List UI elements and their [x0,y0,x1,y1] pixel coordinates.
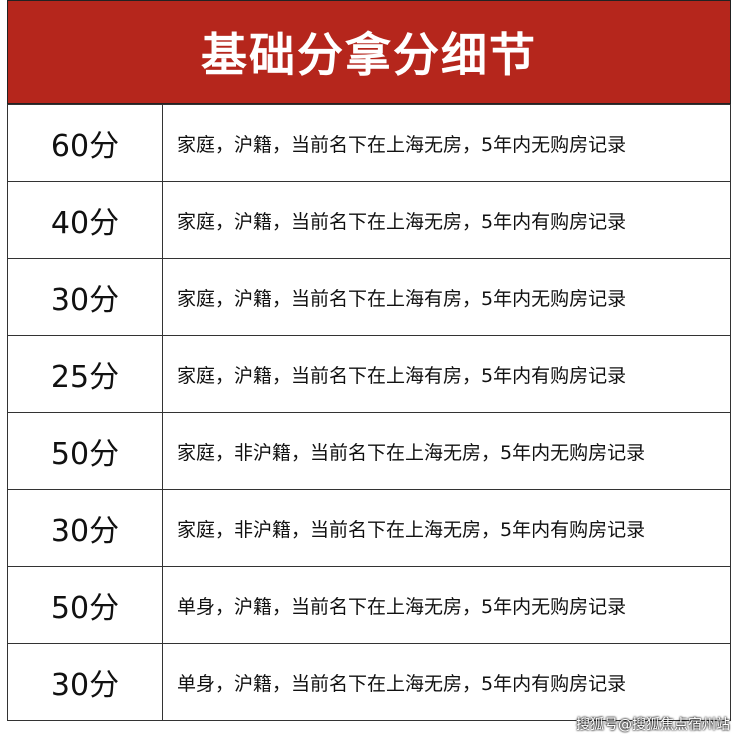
table-row: 50分 单身，沪籍，当前名下在上海无房，5年内无购房记录 [7,566,731,644]
score-cell: 30分 [7,643,163,721]
condition-cell: 家庭，沪籍，当前名下在上海无房，5年内有购房记录 [162,181,731,259]
title: 基础分拿分细节 [7,0,731,104]
table-row: 30分 家庭，非沪籍，当前名下在上海无房，5年内有购房记录 [7,489,731,567]
watermark: 搜狐号@搜狐焦点宿州站 [576,717,730,733]
condition-cell: 家庭，沪籍，当前名下在上海有房，5年内有购房记录 [162,335,731,413]
condition-cell: 家庭，沪籍，当前名下在上海有房，5年内无购房记录 [162,258,731,336]
score-cell: 30分 [7,258,163,336]
condition-cell: 单身，沪籍，当前名下在上海无房，5年内有购房记录 [162,643,731,721]
score-cell: 50分 [7,566,163,644]
table-row: 50分 家庭，非沪籍，当前名下在上海无房，5年内无购房记录 [7,412,731,490]
score-cell: 60分 [7,104,163,182]
score-cell: 50分 [7,412,163,490]
score-cell: 40分 [7,181,163,259]
condition-cell: 家庭，沪籍，当前名下在上海无房，5年内无购房记录 [162,104,731,182]
condition-cell: 家庭，非沪籍，当前名下在上海无房，5年内有购房记录 [162,489,731,567]
table-row: 25分 家庭，沪籍，当前名下在上海有房，5年内有购房记录 [7,335,731,413]
condition-cell: 单身，沪籍，当前名下在上海无房，5年内无购房记录 [162,566,731,644]
table-row: 30分 家庭，沪籍，当前名下在上海有房，5年内无购房记录 [7,258,731,336]
score-cell: 25分 [7,335,163,413]
table-row: 30分 单身，沪籍，当前名下在上海无房，5年内有购房记录 [7,643,731,721]
table-row: 40分 家庭，沪籍，当前名下在上海无房，5年内有购房记录 [7,181,731,259]
condition-cell: 家庭，非沪籍，当前名下在上海无房，5年内无购房记录 [162,412,731,490]
score-cell: 30分 [7,489,163,567]
table-row: 60分 家庭，沪籍，当前名下在上海无房，5年内无购房记录 [7,104,731,182]
score-table: 60分 家庭，沪籍，当前名下在上海无房，5年内无购房记录 40分 家庭，沪籍，当前名下… [7,104,731,721]
